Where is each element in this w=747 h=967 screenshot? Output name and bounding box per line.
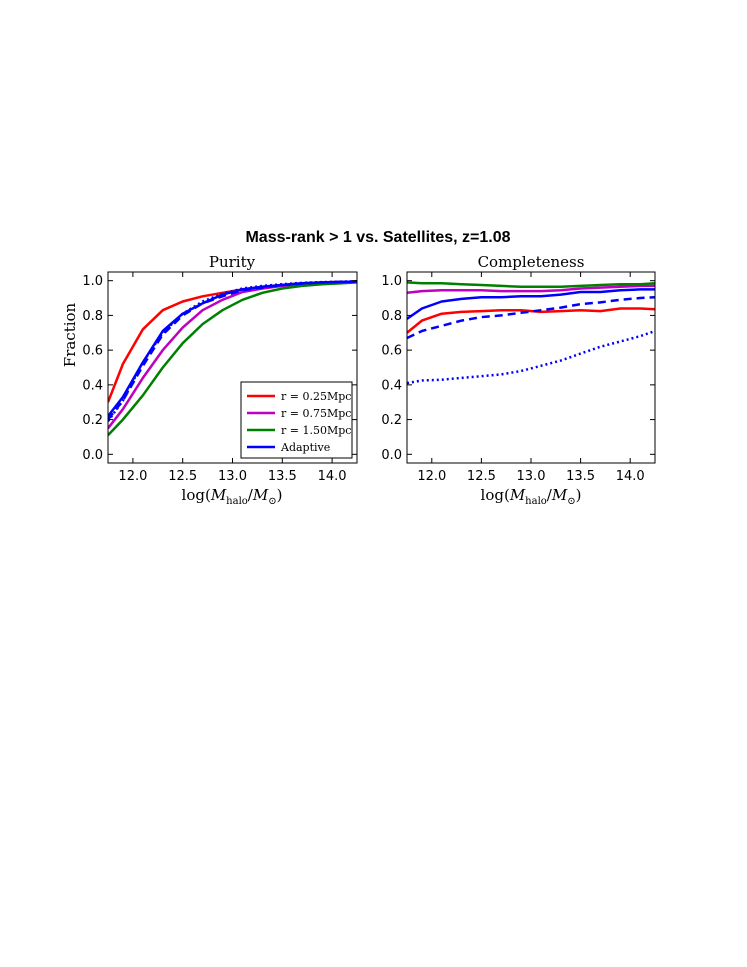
purity-xtick-label: 13.0 xyxy=(218,469,247,484)
legend-item-r075: r = 0.75Mpc xyxy=(247,407,351,420)
completeness-series-2-line xyxy=(407,281,655,289)
completeness-xtick-label: 13.5 xyxy=(566,469,595,484)
completeness-xtick-label: 14.0 xyxy=(616,469,645,484)
legend-label-r075: r = 0.75Mpc xyxy=(281,407,351,420)
purity-series-4-line xyxy=(108,280,357,421)
figure-suptitle: Mass-rank > 1 vs. Satellites, z=1.08 xyxy=(245,229,510,246)
legend-label-r025: r = 0.25Mpc xyxy=(281,390,351,403)
purity-xtick-label: 14.0 xyxy=(318,469,347,484)
legend-label-r150: r = 1.50Mpc xyxy=(281,424,351,437)
completeness-ytick-label: 0.0 xyxy=(381,448,402,463)
purity-ytick-label: 0.0 xyxy=(82,448,103,463)
purity-series-group xyxy=(108,279,357,437)
purity-ytick-label: 1.0 xyxy=(82,274,103,289)
completeness-panel: Completeness 12.0 12.5 13.0 13.5 14.0 0.0 0.2 0… xyxy=(381,253,656,507)
legend-item-r150: r = 1.50Mpc xyxy=(247,424,351,437)
legend: r = 0.25Mpc r = 0.75Mpc r = 1.50Mpc Adap… xyxy=(240,381,353,459)
purity-ytick-label: 0.8 xyxy=(82,309,103,324)
legend-item-adaptive: Adaptive xyxy=(247,441,330,454)
completeness-series-5-line xyxy=(407,329,655,385)
legend-label-adaptive: Adaptive xyxy=(280,441,330,454)
completeness-series-0-line xyxy=(407,307,655,334)
completeness-xtick-label: 12.0 xyxy=(417,469,446,484)
purity-ytick-label: 0.2 xyxy=(82,413,103,428)
completeness-ytick-label: 1.0 xyxy=(381,274,402,289)
completeness-xtick-label: 12.5 xyxy=(467,469,496,484)
completeness-series-4-line xyxy=(407,295,655,340)
purity-series-2-line xyxy=(108,281,357,437)
purity-xtick-label: 13.5 xyxy=(268,469,297,484)
completeness-series-3-line xyxy=(407,288,655,320)
completeness-ytick-label: 0.6 xyxy=(381,344,402,359)
purity-panel: Purity 12.0 12.5 13.0 13.5 14.0 0.0 0.2 0.4 0.6 0… xyxy=(61,253,358,507)
completeness-series-group xyxy=(407,281,655,385)
purity-xlabel: log(Mhalo/M⊙) xyxy=(182,486,283,507)
purity-xtick-label: 12.5 xyxy=(168,469,197,484)
purity-ytick-label: 0.4 xyxy=(82,378,103,393)
purity-xtick-label: 12.0 xyxy=(118,469,147,484)
completeness-title: Completeness xyxy=(478,253,585,271)
completeness-ytick-label: 0.8 xyxy=(381,309,402,324)
completeness-ytick-label: 0.2 xyxy=(381,413,402,428)
purity-title: Purity xyxy=(209,253,256,271)
purity-series-5-line xyxy=(108,279,357,423)
purity-plot-area: 12.0 12.5 13.0 13.5 14.0 0.0 0.2 0.4 0.6 0.8 1.0 xyxy=(82,271,358,484)
completeness-ytick-label: 0.4 xyxy=(381,378,402,393)
legend-box xyxy=(240,381,353,459)
completeness-xtick-label: 13.0 xyxy=(517,469,546,484)
purity-ytick-label: 0.6 xyxy=(82,344,103,359)
completeness-series-1-line xyxy=(407,284,655,295)
completeness-plot-area: 12.0 12.5 13.0 13.5 14.0 0.0 0.2 0.4 0.6 0.8 1.0 xyxy=(381,271,656,484)
completeness-xlabel: log(Mhalo/M⊙) xyxy=(481,486,582,507)
legend-item-r025: r = 0.25Mpc xyxy=(247,390,351,403)
purity-ylabel: Fraction xyxy=(61,302,79,367)
